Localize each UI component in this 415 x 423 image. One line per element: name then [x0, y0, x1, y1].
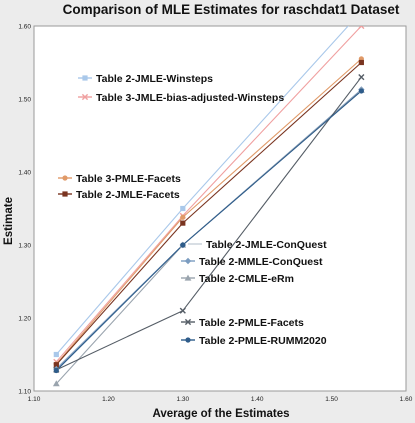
data-point-table-2-pmle-rumm2020	[180, 242, 186, 248]
y-tick-label: 1.40	[18, 169, 31, 176]
legend-item-table-2-cmle-erm: Table 2-CMLE-eRm	[181, 273, 294, 285]
x-tick-label: 1.10	[28, 396, 41, 403]
data-point-table-3-jmle-bias-adjusted-winsteps	[358, 26, 365, 30]
legend-label: Table 2-JMLE-Winsteps	[96, 73, 213, 85]
data-point-table-2-pmle-facets	[179, 307, 186, 314]
x-tick-label: 1.60	[400, 396, 413, 403]
data-point-table-2-pmle-facets	[358, 74, 365, 81]
legend: Table 2-JMLE-Winsteps Table 3-JMLE-bias-a…	[58, 73, 327, 347]
legend-label: Table 3-PMLE-Facets	[76, 173, 181, 185]
legend-swatch-marker	[82, 75, 88, 81]
legend-item-table-2-jmle-facets: Table 2-JMLE-Facets	[58, 189, 180, 201]
legend-item-table-2-mmle-conquest: Table 2-MMLE-ConQuest	[181, 256, 323, 268]
y-tick-label: 1.10	[18, 388, 31, 395]
plot-marks	[52, 26, 365, 387]
data-point-table-2-jmle-facets	[358, 59, 364, 66]
legend-item-table-2-jmle-conquest: Table 2-JMLE-ConQuest	[188, 239, 327, 251]
legend-item-table-2-pmle-rumm2020: Table 2-PMLE-RUMM2020	[181, 335, 327, 347]
y-tick-label: 1.50	[18, 96, 31, 103]
legend-swatch-marker	[81, 93, 89, 101]
data-point-table-2-jmle-winsteps	[180, 205, 186, 212]
legend-item-table-3-pmle-facets: Table 3-PMLE-Facets	[58, 173, 181, 185]
legend-label: Table 2-JMLE-ConQuest	[206, 239, 327, 251]
x-axis-title: Average of the Estimates	[153, 408, 290, 420]
data-point-table-2-jmle-facets	[53, 362, 59, 368]
y-tick-label: 1.30	[18, 242, 31, 249]
data-point-table-2-cmle-erm	[52, 380, 60, 387]
y-tick-label: 1.60	[18, 23, 31, 30]
legend-item-table-2-pmle-facets: Table 2-PMLE-Facets	[181, 317, 304, 329]
legend-item-table-2-jmle-winsteps: Table 2-JMLE-Winsteps	[78, 73, 213, 85]
axis-ticks: 1.10 1.20 1.30 1.40 1.50 1.60 1.10 1.20 1.30 1.40…	[18, 23, 412, 403]
legend-swatch-marker	[62, 175, 68, 181]
data-point-table-2-jmle-facets	[180, 220, 186, 226]
y-tick-label: 1.20	[18, 315, 31, 322]
legend-swatch-marker	[185, 337, 191, 343]
x-tick-label: 1.20	[102, 396, 115, 403]
x-tick-label: 1.30	[176, 396, 189, 403]
legend-item-table-3-jmle-bias-adjusted-winsteps: Table 3-JMLE-bias-adjusted-Winsteps	[78, 92, 284, 104]
legend-label: Table 3-JMLE-bias-adjusted-Winsteps	[96, 92, 284, 104]
data-point-table-2-pmle-rumm2020	[53, 367, 59, 374]
x-tick-label: 1.40	[251, 396, 264, 403]
chart-title: Comparison of MLE Estimates for raschdat…	[63, 2, 400, 17]
legend-swatch-marker	[62, 191, 68, 197]
legend-label: Table 2-PMLE-RUMM2020	[199, 335, 327, 347]
legend-label: Table 2-CMLE-eRm	[199, 273, 294, 285]
legend-label: Table 2-PMLE-Facets	[199, 317, 304, 329]
x-tick-label: 1.50	[325, 396, 338, 403]
y-axis-title: Estimate	[3, 197, 15, 245]
data-point-table-2-pmle-rumm2020	[358, 88, 364, 94]
legend-swatch-marker	[184, 257, 192, 265]
legend-swatch-marker	[184, 318, 192, 326]
legend-label: Table 2-JMLE-Facets	[76, 189, 180, 201]
data-point-table-2-jmle-winsteps	[53, 351, 59, 358]
data-point-table-3-pmle-facets	[180, 214, 186, 220]
legend-label: Table 2-MMLE-ConQuest	[199, 256, 323, 268]
legend-swatch-marker	[184, 274, 192, 281]
